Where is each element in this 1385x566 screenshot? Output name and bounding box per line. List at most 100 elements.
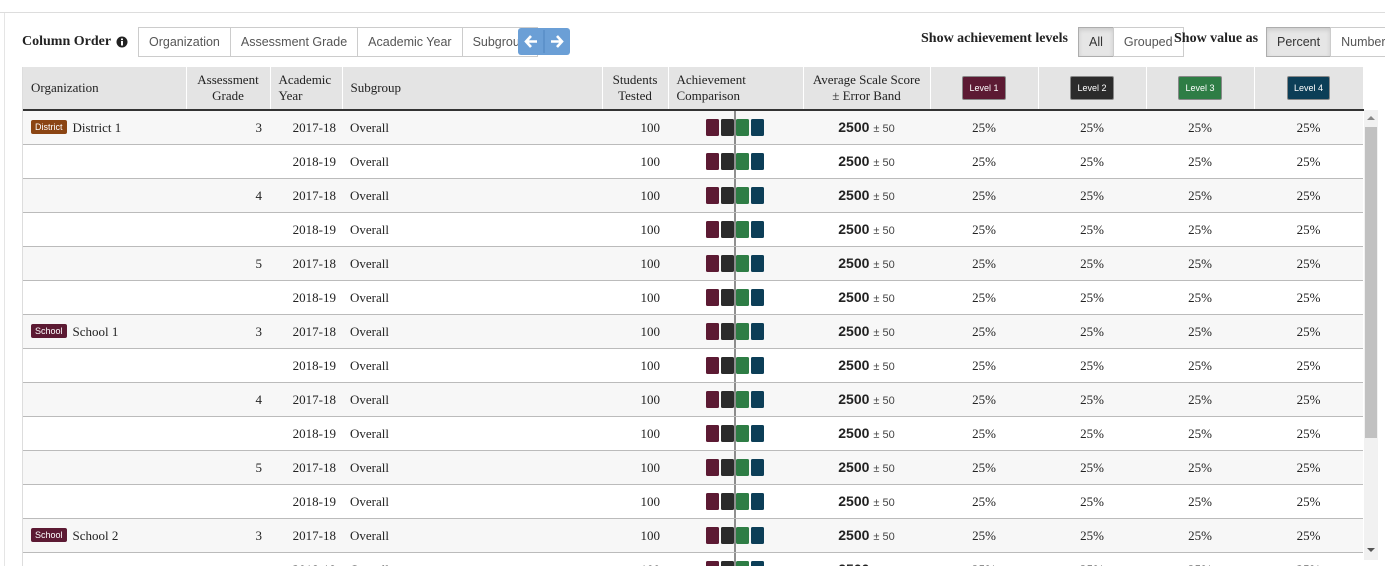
table-body: District District 1 3 2017-18 Overall 100 2500…: [23, 109, 1363, 566]
level-segment: [750, 527, 764, 544]
score-cell: 2500± 50: [803, 484, 930, 519]
organization-cell: [23, 450, 186, 485]
toggle-button[interactable]: Number: [1330, 27, 1385, 57]
comparison-bar: [705, 485, 764, 518]
organization-cell: [23, 552, 186, 566]
level-segment: [720, 493, 734, 510]
level-segment: [705, 289, 719, 306]
grade: 5: [255, 255, 263, 271]
column-header[interactable]: Achievement Comparison: [668, 67, 804, 111]
level-segment: [705, 527, 719, 544]
column-order-label: Column Order: [22, 34, 112, 49]
comparison-bar: [705, 417, 764, 450]
comparison-bar: [705, 553, 764, 566]
toggle-button[interactable]: Percent: [1266, 27, 1332, 57]
organization-cell: [23, 416, 186, 451]
score-cell: 2500± 50: [803, 178, 930, 213]
grade-cell: 3: [186, 314, 270, 349]
level-segment: [735, 323, 749, 340]
students-cell: 100: [602, 178, 668, 213]
level-segment: [720, 391, 734, 408]
comparison-cell: [668, 552, 803, 566]
column-header[interactable]: Academic Year: [270, 67, 343, 111]
year-cell: 2017-18: [270, 109, 342, 145]
year-cell: 2017-18: [270, 178, 342, 213]
subgroup-cell: Overall: [342, 416, 602, 451]
error-band: ± 50: [873, 531, 895, 543]
level-segment: [720, 255, 734, 272]
level-value: 25%: [930, 280, 1038, 315]
score-cell: 2500± 50: [803, 518, 930, 553]
table-row: 5 2017-18 Overall 100 2500 ± 50 25% 25% 25% 25%: [23, 450, 1363, 485]
level-badge: Level 1: [962, 76, 1006, 100]
comparison-cell: [668, 178, 803, 213]
column-header[interactable]: Students Tested: [602, 67, 669, 111]
students-cell: 100: [602, 450, 668, 485]
scroll-down[interactable]: [1366, 546, 1376, 554]
level-value: 25%: [1146, 450, 1254, 485]
toggle-button[interactable]: Academic Year: [357, 27, 463, 57]
achievement-toggle: All Grouped: [1078, 27, 1184, 57]
column-header[interactable]: Subgroup: [342, 67, 603, 111]
toggle-button[interactable]: Assessment Grade: [229, 27, 359, 57]
level-value: 25%: [930, 484, 1038, 519]
level-header[interactable]: Level 2: [1038, 67, 1147, 111]
level-segment: [720, 357, 734, 374]
level-value: 25%: [1254, 178, 1363, 213]
scroll-up[interactable]: [1366, 114, 1376, 122]
subgroup-cell: Overall: [342, 314, 602, 349]
reorder-arrows[interactable]: [518, 28, 570, 55]
info-icon[interactable]: [116, 36, 128, 48]
grade: 4: [255, 187, 263, 203]
level-segment: [750, 153, 764, 170]
level-header[interactable]: Level 1: [930, 67, 1039, 111]
level-segment: [720, 153, 734, 170]
year-cell: 2018-19: [270, 348, 342, 383]
level-value: 25%: [1038, 314, 1146, 349]
level-value: 25%: [1254, 246, 1363, 281]
level-header[interactable]: Level 3: [1146, 67, 1255, 111]
level-segment: [720, 119, 734, 136]
level-segment: [750, 323, 764, 340]
header-row: Organization Assessment Grade Academic Yea…: [23, 67, 1364, 111]
grade-cell: 3: [186, 109, 270, 145]
column-header[interactable]: Assessment Grade: [186, 67, 271, 111]
level-value: 25%: [1146, 484, 1254, 519]
toggle-button[interactable]: Grouped: [1112, 27, 1184, 57]
column-header[interactable]: Average Scale Score ± Error Band: [803, 67, 931, 111]
level-badge: Level 3: [1178, 76, 1222, 100]
level-value: 25%: [930, 416, 1038, 451]
level-badge: Level 4: [1286, 76, 1331, 100]
students-cell: 100: [602, 212, 668, 247]
scale-score: 2500: [838, 459, 870, 475]
score-cell: 2500± 50: [803, 280, 930, 315]
level-value: 25%: [1254, 144, 1363, 179]
level-value: 25%: [1254, 348, 1363, 383]
year-cell: 2017-18: [270, 450, 342, 485]
scale-score: 2500: [838, 357, 870, 373]
scale-score: 2500: [838, 527, 870, 543]
error-band: ± 50: [873, 497, 895, 509]
comparison-cell: [668, 450, 803, 485]
comparison-cell: [668, 518, 803, 553]
toggle-button[interactable]: All: [1078, 27, 1114, 57]
results-table: Organization Assessment Grade Academic Yea…: [23, 67, 1364, 566]
level-value: 25%: [1254, 518, 1363, 553]
comparison-bar: [705, 349, 764, 382]
level-value: 25%: [1254, 212, 1363, 247]
grade: 3: [255, 323, 263, 339]
column-header[interactable]: Organization: [23, 67, 187, 111]
year-cell: 2017-18: [270, 246, 342, 281]
comparison-cell: [668, 212, 803, 247]
grade-cell: [186, 416, 270, 451]
toggle-button[interactable]: Organization: [138, 27, 231, 57]
table-row: 5 2017-18 Overall 100 2500 ± 50 25% 25% 25% 25%: [23, 246, 1363, 281]
subgroup-cell: Overall: [342, 484, 602, 519]
level-value: 25%: [1146, 109, 1254, 145]
organization-cell: School School 2: [23, 518, 186, 553]
level-header[interactable]: Level 4: [1254, 67, 1364, 111]
scrollbar-thumb[interactable]: [1365, 127, 1377, 438]
